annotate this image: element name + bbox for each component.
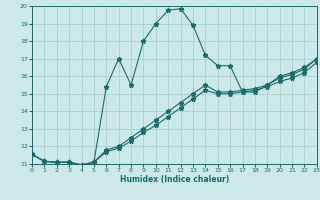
X-axis label: Humidex (Indice chaleur): Humidex (Indice chaleur) <box>120 175 229 184</box>
